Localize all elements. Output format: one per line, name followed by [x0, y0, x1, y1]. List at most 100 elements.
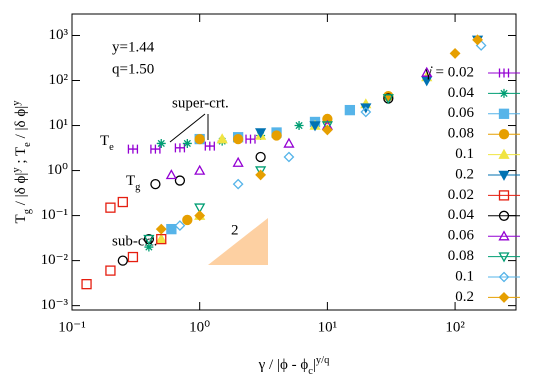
point [143, 234, 155, 245]
point [255, 151, 266, 163]
point [309, 121, 321, 132]
point [421, 76, 433, 87]
x-axis-label-part: y/q [316, 355, 330, 366]
point [194, 210, 206, 222]
y-axis-label-part: e [22, 142, 33, 147]
y-axis-label-part: / |δ ϕ| [13, 173, 29, 209]
x-axis-label-part: γ / |ϕ - ϕ [258, 357, 309, 373]
annotation-part: T [126, 173, 135, 189]
point [81, 279, 92, 290]
legend-marker [498, 170, 510, 181]
y-axis-label-part: / |δ ϕ| [13, 106, 29, 142]
legend-label: 0.08 [448, 248, 474, 264]
series [174, 40, 487, 231]
legend-label: 0.08 [448, 126, 474, 142]
point [156, 138, 166, 148]
series [182, 90, 394, 226]
point [150, 144, 161, 154]
legend-marker [498, 129, 510, 140]
point [271, 130, 282, 141]
point [449, 47, 461, 59]
y-tick-label: 10¹ [49, 117, 69, 133]
x-tick-label: 10² [445, 319, 465, 335]
legend-marker [498, 252, 510, 263]
y-axis-label-part: ; T [13, 147, 29, 168]
point [105, 202, 116, 213]
legend-label: 0.1 [455, 268, 474, 284]
point [182, 214, 193, 226]
y-tick-label: 10⁰ [47, 162, 68, 178]
point [194, 133, 205, 145]
point [182, 138, 192, 148]
legend-label: 0.04 [448, 207, 475, 223]
point [155, 223, 167, 235]
y-axis-label-part: y [11, 100, 22, 106]
annotation-part: e [109, 142, 114, 153]
arrow [169, 113, 206, 143]
y-tick-label: 10² [49, 72, 69, 88]
point [216, 133, 228, 144]
y-axis-label-part: T [13, 214, 29, 223]
plot-frame [71, 13, 517, 311]
y-axis-label: Tg / |δ ϕ|y ; Te / |δ ϕ|y [11, 100, 33, 224]
legend-marker [498, 210, 510, 221]
point [174, 175, 186, 186]
series [143, 94, 394, 245]
legend-label: 0.06 [448, 228, 475, 244]
point [360, 106, 372, 118]
point [155, 233, 167, 244]
y-tick-label: 10⁻³ [41, 297, 69, 313]
point [472, 34, 483, 46]
annotation: Te [100, 133, 114, 152]
annotation: 2 [231, 222, 239, 238]
legend-marker [498, 271, 510, 283]
y-axis-label-part: g [22, 208, 33, 214]
y-axis-label-part: y [11, 167, 22, 173]
annotation: q=1.50 [112, 61, 154, 77]
x-axis-label: γ / |ϕ - ϕc|y/q [258, 355, 330, 377]
point [204, 141, 215, 151]
point [144, 242, 154, 252]
point [344, 104, 356, 116]
point [165, 169, 177, 180]
point [382, 94, 394, 105]
point [322, 113, 333, 125]
x-tick-label: 10⁰ [189, 319, 210, 335]
point [321, 124, 333, 136]
legend-marker [498, 108, 510, 119]
annotation-part: T [100, 133, 109, 149]
legend-marker [498, 148, 510, 159]
annotation-part: g [135, 182, 141, 193]
legend-label: 0.04 [448, 85, 475, 101]
slope-triangle [208, 218, 268, 265]
y-tick-label: 10⁻¹ [41, 207, 68, 223]
point [245, 134, 256, 144]
point [166, 223, 177, 235]
point [255, 169, 267, 181]
point [194, 164, 206, 175]
point [117, 255, 128, 266]
legend-label: 0.02 [448, 187, 474, 203]
annotation: y=1.44 [112, 39, 155, 55]
annotation: Tg [126, 173, 141, 192]
legend-marker [498, 190, 510, 201]
annotation: super-crt. [172, 95, 229, 111]
point [174, 220, 186, 231]
point [321, 121, 333, 132]
point [105, 265, 116, 276]
x-tick-label: 10⁻¹ [58, 319, 85, 335]
legend-label: 0.1 [455, 146, 474, 162]
series [81, 196, 167, 290]
x-axis-label-part: | [313, 357, 316, 373]
point [127, 251, 139, 263]
legend-label: 0.06 [448, 105, 475, 121]
point [127, 144, 139, 154]
x-tick-label: 10¹ [318, 319, 338, 335]
point [156, 233, 167, 245]
legend-marker [498, 291, 510, 303]
legend-label: γ̇ = 0.02 [424, 64, 474, 80]
legend-marker [498, 68, 510, 78]
point [174, 143, 186, 153]
